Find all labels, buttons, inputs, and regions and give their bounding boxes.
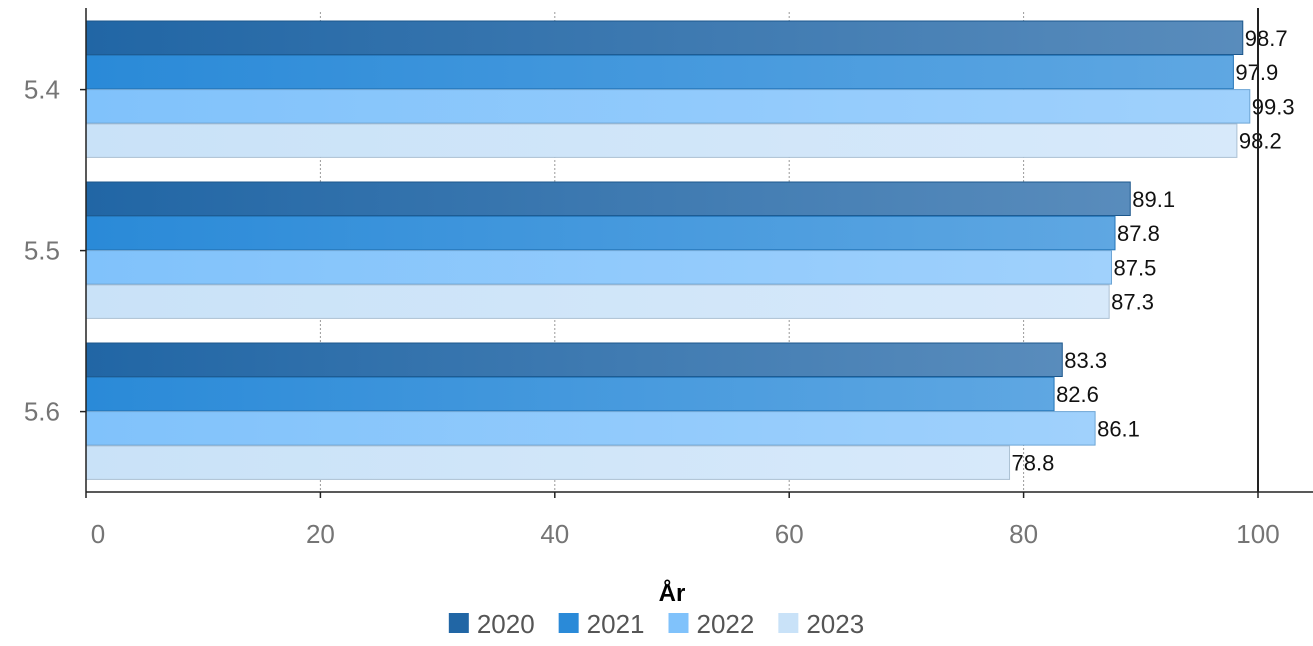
y-tick-label: 5.4 [24, 75, 60, 105]
bar-5.4-2023[interactable] [85, 123, 1238, 158]
legend-swatch [778, 613, 799, 633]
legend-item-2021[interactable]: 2021 [558, 609, 645, 639]
legend-label: 2022 [697, 609, 755, 639]
legend-swatch [448, 613, 469, 633]
data-label-5.4-2023: 98.2 [1239, 129, 1282, 154]
data-label-5.5-2022: 87.5 [1114, 255, 1157, 280]
data-label-5.6-2020: 83.3 [1064, 348, 1107, 373]
bar-5.4-2021[interactable] [85, 54, 1234, 90]
legend-label: 2021 [587, 609, 645, 639]
bar-5.6-2023[interactable] [85, 445, 1011, 480]
bar-5.6-2022[interactable] [85, 411, 1096, 446]
bar-5.5-2021[interactable] [85, 215, 1116, 251]
x-tick-label: 100 [1236, 519, 1279, 549]
data-label-5.4-2020: 98.7 [1245, 26, 1288, 51]
bar-5.6-2021[interactable] [85, 376, 1055, 412]
legend-swatch [558, 613, 579, 633]
data-label-5.5-2023: 87.3 [1111, 290, 1154, 315]
x-tick-label: 80 [1009, 519, 1038, 549]
bar-5.5-2023[interactable] [85, 284, 1110, 319]
tick-labels: 5.4 5.5 5.6 0 20 40 60 80 100 [24, 75, 1280, 549]
bars [85, 20, 1251, 480]
y-tick-label: 5.6 [24, 397, 60, 427]
legend-item-2022[interactable]: 2022 [668, 609, 755, 639]
data-label-5.6-2022: 86.1 [1097, 416, 1140, 441]
data-label-5.4-2021: 97.9 [1235, 60, 1278, 85]
x-tick-label: 40 [540, 519, 569, 549]
x-tick-label: 0 [91, 519, 105, 549]
bar-5.5-2022[interactable] [85, 250, 1112, 285]
legend-label: 2023 [806, 609, 864, 639]
axes [80, 8, 1313, 498]
y-tick-label: 5.5 [24, 236, 60, 266]
legend-item-2020[interactable]: 2020 [448, 609, 535, 639]
legend-label: 2020 [477, 609, 535, 639]
legend-swatch [668, 613, 689, 633]
data-label-5.5-2021: 87.8 [1117, 221, 1160, 246]
data-label-5.5-2020: 89.1 [1132, 187, 1175, 212]
data-labels: 98.797.999.398.289.187.887.587.383.382.6… [1012, 26, 1295, 476]
x-tick-label: 60 [775, 519, 804, 549]
legend[interactable]: 2020 2021 2022 2023 [448, 609, 864, 639]
x-tick-label: 20 [306, 519, 335, 549]
legend-item-2023[interactable]: 2023 [778, 609, 864, 639]
bar-5.5-2020[interactable] [85, 181, 1131, 216]
data-label-5.6-2023: 78.8 [1012, 451, 1055, 476]
data-label-5.6-2021: 82.6 [1056, 382, 1099, 407]
bar-5.4-2020[interactable] [85, 20, 1244, 55]
bar-5.4-2022[interactable] [85, 89, 1251, 124]
x-axis-title: År [659, 579, 686, 607]
bar-5.6-2020[interactable] [85, 342, 1063, 377]
